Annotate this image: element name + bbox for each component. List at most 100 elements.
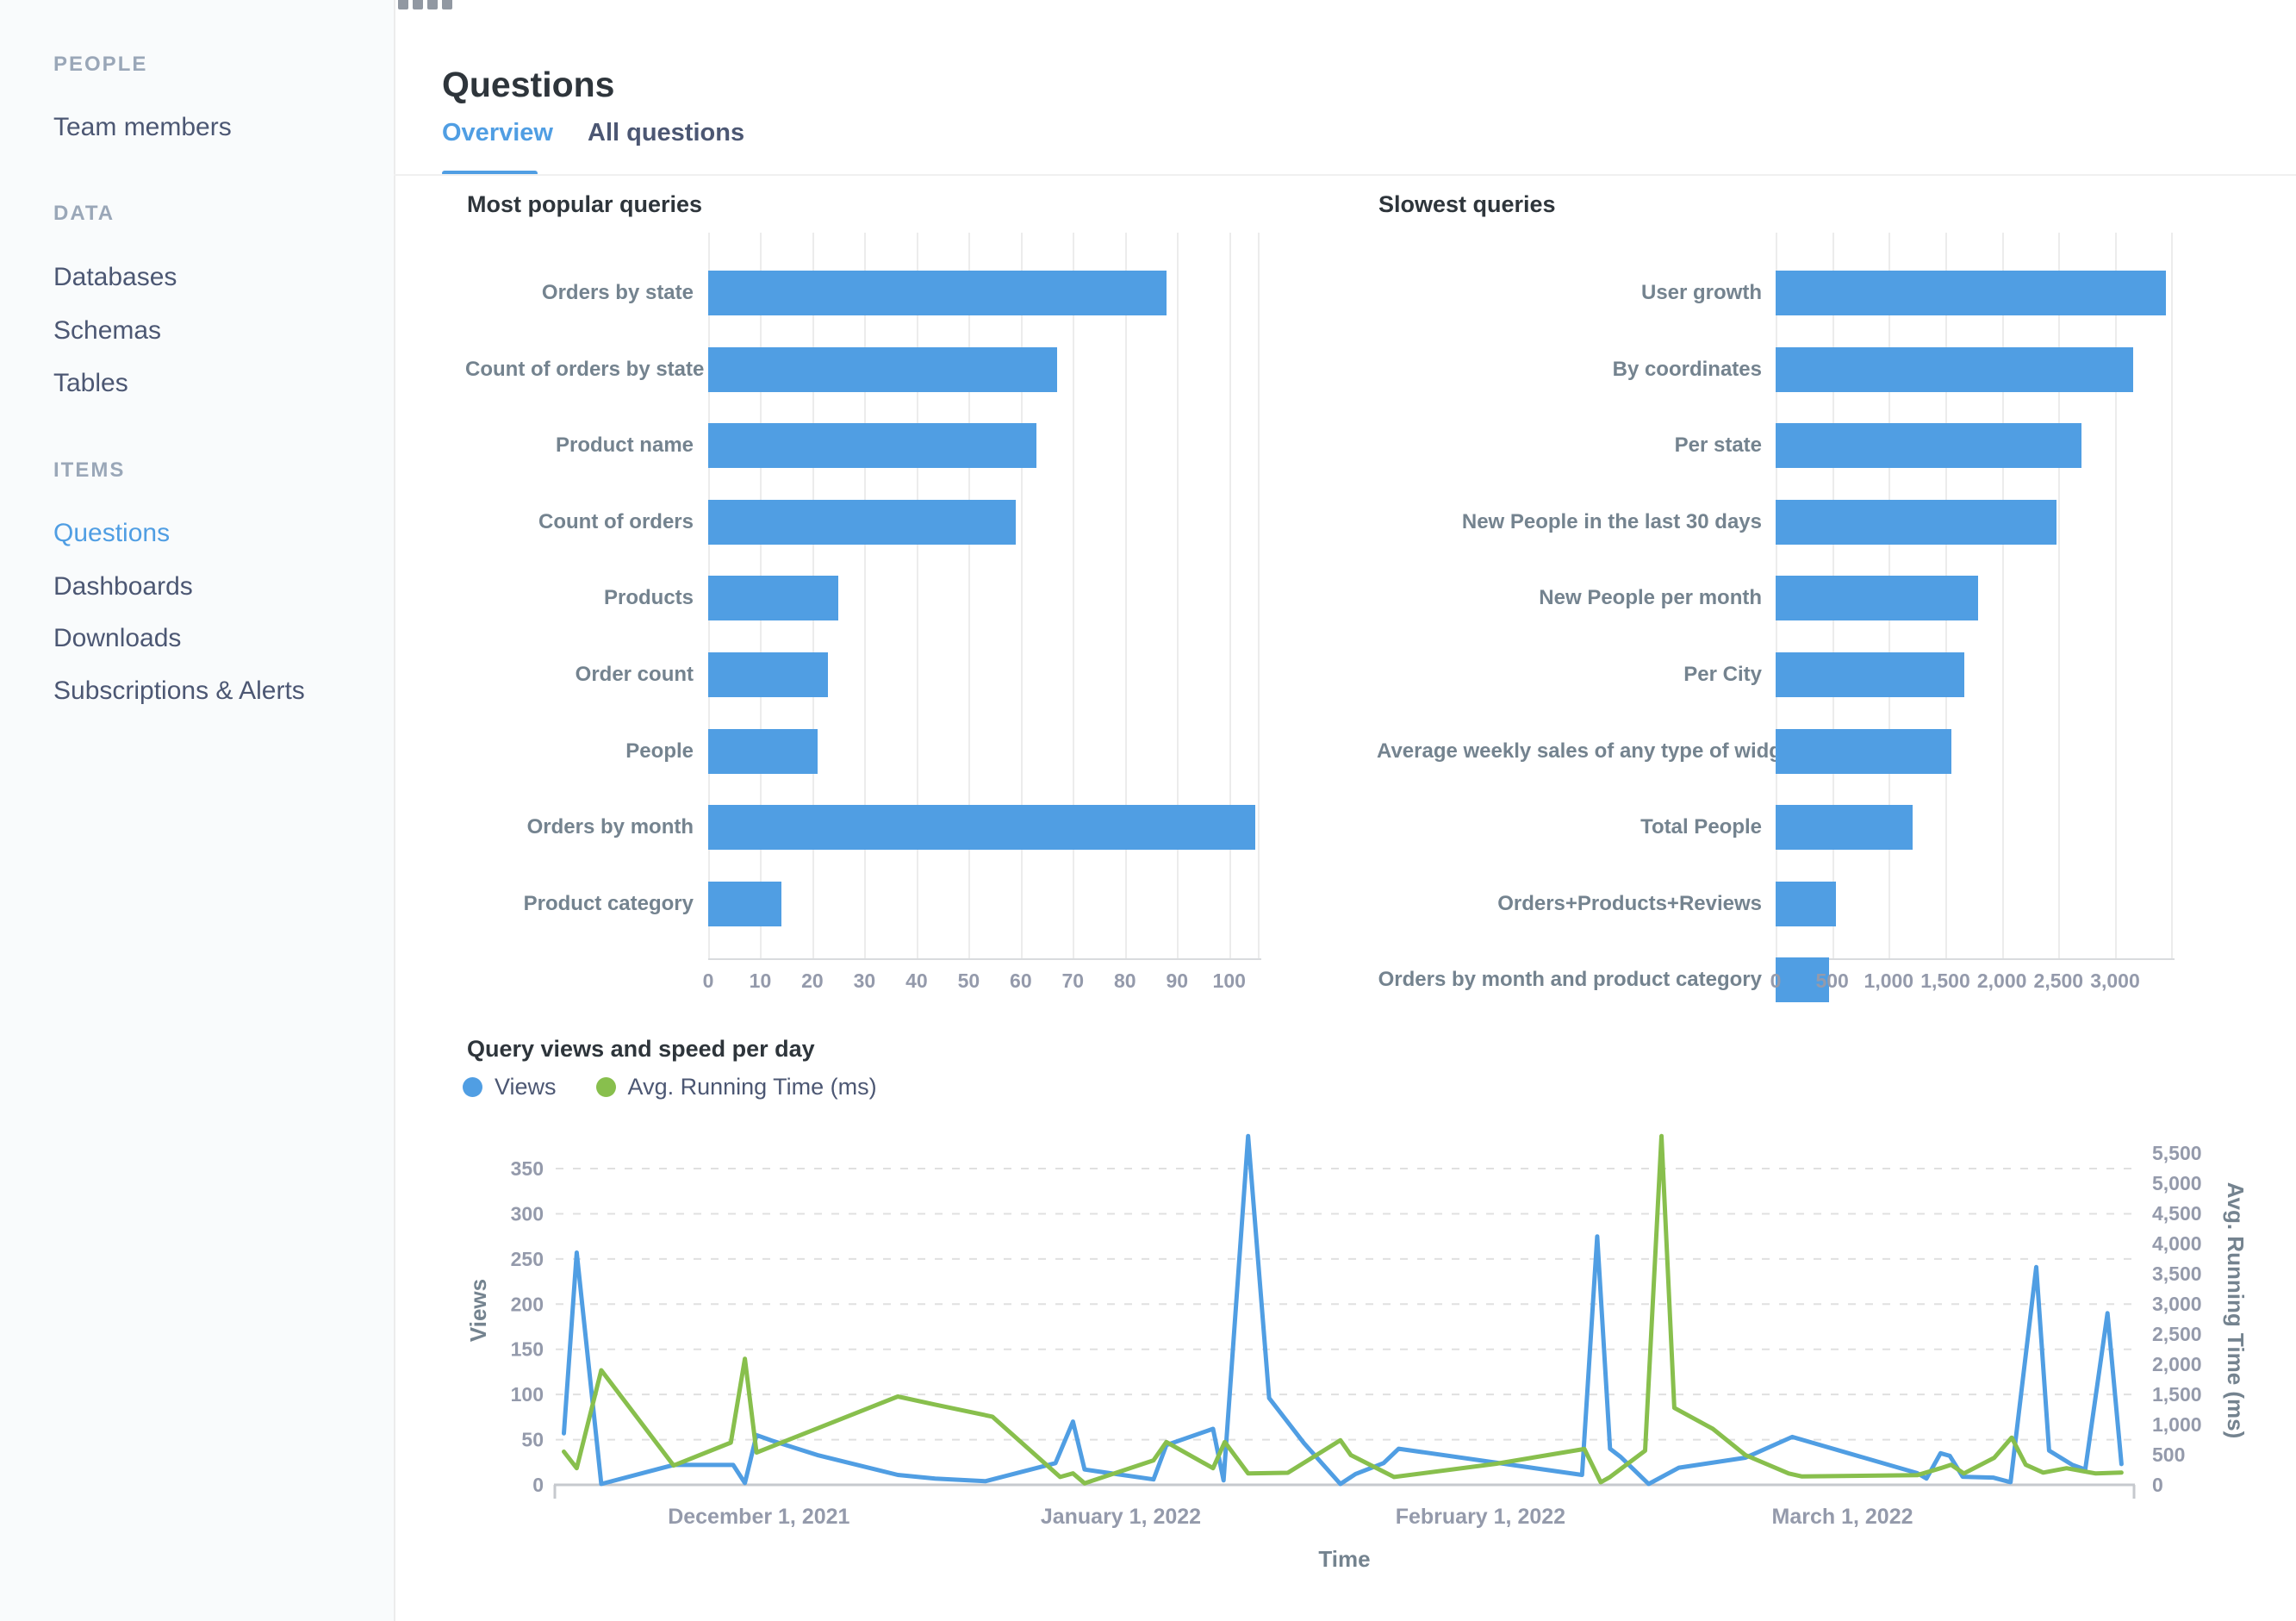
slowest-queries-chart: User growth By coordinates Per state New Pe… (1377, 203, 2247, 1005)
bar-product-category[interactable] (708, 881, 781, 926)
bar-label-orders-by-state: Orders by state (541, 281, 694, 304)
gridline (1073, 233, 1075, 958)
gridline (916, 233, 918, 958)
bar-label-new-people-per-month: New People per month (1539, 586, 1762, 610)
legend-item-runtime: Avg. Running Time (ms) (595, 1074, 877, 1100)
right-axis-tick: 4,000 (2152, 1232, 2202, 1255)
bar-label-average-weekly-sales-of-any-type-of-widget: Average weekly sales of any type of widg… (1377, 739, 1801, 763)
clipped-content-artifact (398, 0, 465, 11)
right-axis-tick: 500 (2152, 1443, 2185, 1466)
x-axis-title-time: Time (1318, 1546, 1370, 1572)
bar-orders-by-month[interactable] (708, 805, 1255, 851)
bar-label-by-coordinates: By coordinates (1612, 357, 1762, 381)
right-axis-tick: 5,500 (2152, 1142, 2202, 1164)
tab-all-questions[interactable]: All questions (588, 119, 745, 147)
sidebar-item-tables[interactable]: Tables (53, 369, 128, 397)
gridline-edge (1258, 233, 1260, 958)
sidebar-item-schemas[interactable]: Schemas (53, 316, 162, 345)
bar-orders-products-reviews[interactable] (1776, 881, 1836, 926)
sidebar-section-people: PEOPLE (53, 53, 148, 76)
sidebar-section-data: DATA (53, 202, 115, 225)
query-views-line-chart: 0 50 100 150 200 250 300 350 0 500 1,000 1,500 2,000… (465, 1133, 2249, 1572)
views-line[interactable] (562, 1133, 2124, 1487)
gridline (2058, 233, 2061, 958)
x-tick-label: 2,000 (1976, 969, 2027, 992)
y-axis-title-runtime: Avg. Running Time (ms) (2223, 1182, 2249, 1439)
x-axis-line (1776, 958, 2175, 960)
x-tick-label: 60 (1010, 969, 1032, 992)
x-tick-label: 100 (1212, 969, 1246, 992)
bar-label-orders-products-reviews: Orders+Products+Reviews (1497, 891, 1762, 915)
x-tick-label: 80 (1113, 969, 1136, 992)
sidebar-item-databases[interactable]: Databases (53, 263, 177, 291)
x-axis-line (708, 958, 1261, 960)
gridline (968, 233, 971, 958)
legend-label-views: Views (495, 1074, 557, 1100)
right-axis-tick: 3,000 (2152, 1293, 2202, 1315)
gridline-edge (2171, 233, 2173, 958)
runtime-legend-dot (595, 1077, 616, 1097)
right-axis-tick: 0 (2152, 1474, 2163, 1496)
bar-product-name[interactable] (708, 423, 1036, 469)
right-axis-tick: 1,500 (2152, 1383, 2202, 1406)
sidebar-item-dashboards[interactable]: Dashboards (53, 572, 193, 601)
gridline (1020, 233, 1023, 958)
sidebar-item-questions[interactable]: Questions (53, 519, 171, 547)
bar-label-count-of-orders-by-state: Count of orders by state (465, 357, 705, 381)
tab-overview[interactable]: Overview (442, 119, 553, 147)
left-axis-tick: 100 (511, 1383, 544, 1406)
x-tick-label: 30 (853, 969, 876, 992)
chart-title-most-popular: Most popular queries (467, 191, 703, 217)
bar-label-per-city: Per City (1683, 663, 1762, 686)
left-axis-tick: 300 (511, 1202, 544, 1225)
sidebar-item-downloads[interactable]: Downloads (53, 624, 182, 652)
bar-products[interactable] (708, 576, 839, 621)
line-chart-legend: Views Avg. Running Time (ms) (463, 1074, 877, 1100)
left-axis-tick: 250 (511, 1248, 544, 1270)
bar-orders-by-state[interactable] (708, 271, 1167, 315)
runtime-line[interactable] (562, 1133, 2124, 1486)
left-axis-tick: 200 (511, 1293, 544, 1315)
sidebar: PEOPLE Team members DATA Databases Schemas Ta… (0, 0, 395, 1621)
x-tick-label: 1,000 (1864, 969, 1914, 992)
page-title: Questions (442, 65, 615, 105)
x-axis-date-label: February 1, 2022 (1396, 1505, 1565, 1529)
gridline (1177, 233, 1179, 958)
sidebar-item-team-members[interactable]: Team members (53, 113, 232, 141)
x-tick-label: 40 (905, 969, 928, 992)
bar-user-growth[interactable] (1776, 271, 2167, 315)
bar-label-orders-by-month: Orders by month (526, 815, 694, 839)
views-legend-dot (463, 1077, 482, 1097)
x-tick-label: 3,000 (2090, 969, 2140, 992)
x-tick-label: 50 (957, 969, 980, 992)
bar-total-people[interactable] (1776, 805, 1913, 851)
bar-count-of-orders-by-state[interactable] (708, 346, 1058, 392)
bar-label-product-name: Product name (555, 433, 694, 458)
sidebar-item-subscriptions-alerts[interactable]: Subscriptions & Alerts (53, 676, 305, 705)
bar-label-products: Products (603, 586, 694, 610)
legend-item-views: Views (463, 1074, 557, 1100)
x-axis-date-label: January 1, 2022 (1041, 1505, 1201, 1529)
most-popular-queries-chart: Orders by state Count of orders by state P… (465, 203, 1284, 1005)
bar-by-coordinates[interactable] (1776, 346, 2133, 392)
bar-per-state[interactable] (1776, 423, 2081, 469)
bar-count-of-orders[interactable] (708, 499, 1016, 545)
chart-title-query-views: Query views and speed per day (467, 1036, 815, 1062)
gridline (1124, 233, 1127, 958)
x-tick-label: 1,500 (1920, 969, 1970, 992)
bar-new-people-in-the-last-30-days[interactable] (1776, 499, 2056, 545)
gridline (2001, 233, 2004, 958)
bar-label-orders-by-month-and-product-category: Orders by month and product category (1378, 968, 1762, 992)
x-tick-label: 0 (1770, 969, 1782, 992)
bar-per-city[interactable] (1776, 652, 1965, 697)
x-tick-label: 20 (801, 969, 824, 992)
bar-new-people-per-month[interactable] (1776, 576, 1979, 621)
bar-order-count[interactable] (708, 652, 829, 697)
bar-label-total-people: Total People (1640, 815, 1762, 839)
bar-average-weekly-sales-of-any-type-of-widget[interactable] (1776, 728, 1951, 774)
sidebar-section-items: ITEMS (53, 458, 126, 482)
bar-people[interactable] (708, 728, 818, 774)
bar-orders-by-month-and-product-category[interactable] (1776, 957, 1829, 1003)
active-tab-underline (442, 171, 538, 176)
